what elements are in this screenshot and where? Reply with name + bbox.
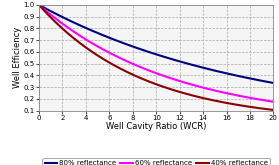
60% reflectance (272, 101, 275, 103)
60% reflectance (141, 67, 144, 69)
Line: 60% reflectance: 60% reflectance (39, 5, 273, 102)
80% reflectance (61, 16, 65, 18)
60% reflectance (61, 23, 65, 25)
60% reflectance (37, 4, 41, 6)
40% reflectance (224, 102, 228, 104)
40% reflectance (37, 4, 41, 6)
80% reflectance (224, 72, 228, 74)
80% reflectance (198, 66, 202, 68)
60% reflectance (220, 91, 223, 93)
40% reflectance (141, 78, 144, 80)
40% reflectance (272, 109, 275, 111)
40% reflectance (61, 28, 65, 30)
Legend: 80% reflectance, 60% reflectance, 40% reflectance: 80% reflectance, 60% reflectance, 40% re… (42, 158, 270, 165)
80% reflectance (272, 82, 275, 84)
80% reflectance (37, 4, 41, 6)
Line: 80% reflectance: 80% reflectance (39, 5, 273, 83)
80% reflectance (220, 71, 223, 73)
40% reflectance (198, 96, 202, 98)
40% reflectance (220, 101, 223, 103)
Line: 40% reflectance: 40% reflectance (39, 5, 273, 110)
Y-axis label: Well Efficiency: Well Efficiency (13, 27, 22, 88)
40% reflectance (132, 74, 136, 76)
60% reflectance (198, 86, 202, 88)
80% reflectance (132, 46, 136, 48)
X-axis label: Well Cavity Ratio (WCR): Well Cavity Ratio (WCR) (106, 122, 206, 131)
60% reflectance (132, 63, 136, 65)
60% reflectance (224, 92, 228, 94)
80% reflectance (141, 49, 144, 51)
